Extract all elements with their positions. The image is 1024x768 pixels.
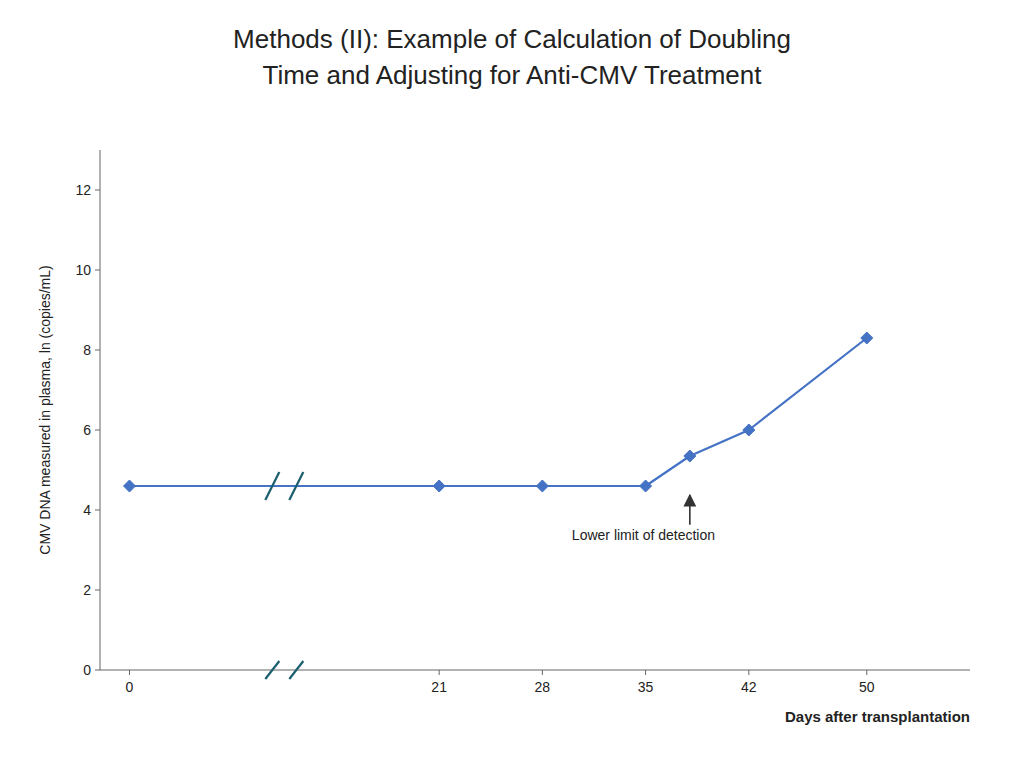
x-tick-label: 21 (431, 679, 447, 695)
x-tick (542, 670, 543, 675)
x-tick (645, 670, 646, 675)
y-tick-label: 8 (83, 342, 91, 358)
data-point (684, 450, 696, 462)
axis-break (265, 661, 279, 679)
data-point (640, 480, 652, 492)
line-break (265, 472, 279, 500)
line-break (289, 472, 303, 500)
y-tick-label: 6 (83, 422, 91, 438)
data-point (743, 424, 755, 436)
y-tick (95, 430, 100, 431)
plot-area (123, 332, 872, 492)
y-tick (95, 510, 100, 511)
x-tick-label: 35 (638, 679, 654, 695)
data-point (861, 332, 873, 344)
axis-break (289, 661, 303, 679)
title: Methods (II): Example of Calculation of … (233, 24, 791, 54)
data-point (123, 480, 135, 492)
title: Time and Adjusting for Anti-CMV Treatmen… (262, 60, 762, 90)
x-tick-label: 42 (741, 679, 757, 695)
annotation: Lower limit of detection (572, 527, 715, 543)
x-tick (866, 670, 867, 675)
annotation-arrow (689, 495, 691, 525)
y-tick-label: 10 (75, 262, 91, 278)
y-tick-label: 2 (83, 582, 91, 598)
y-tick-label: 12 (75, 182, 91, 198)
y-tick (95, 670, 100, 671)
y-tick-label: 4 (83, 502, 91, 518)
x-tick-label: 0 (126, 679, 134, 695)
x-tick-label: 50 (859, 679, 875, 695)
x-tick-label: 28 (535, 679, 551, 695)
data-point (433, 480, 445, 492)
chart: Methods (II): Example of Calculation of … (0, 0, 1024, 768)
data-point (536, 480, 548, 492)
x-tick (129, 670, 130, 675)
y-axis-label: CMV DNA measured in plasma, ln (copies/m… (37, 265, 53, 554)
y-tick (95, 590, 100, 591)
x-axis-label: Days after transplantation (785, 708, 970, 725)
x-tick (748, 670, 749, 675)
y-tick (95, 190, 100, 191)
y-tick (95, 270, 100, 271)
data-line (129, 338, 866, 486)
y-tick (95, 350, 100, 351)
x-axis (100, 670, 970, 671)
y-tick-label: 0 (83, 662, 91, 678)
y-axis (100, 150, 101, 670)
x-tick (439, 670, 440, 675)
